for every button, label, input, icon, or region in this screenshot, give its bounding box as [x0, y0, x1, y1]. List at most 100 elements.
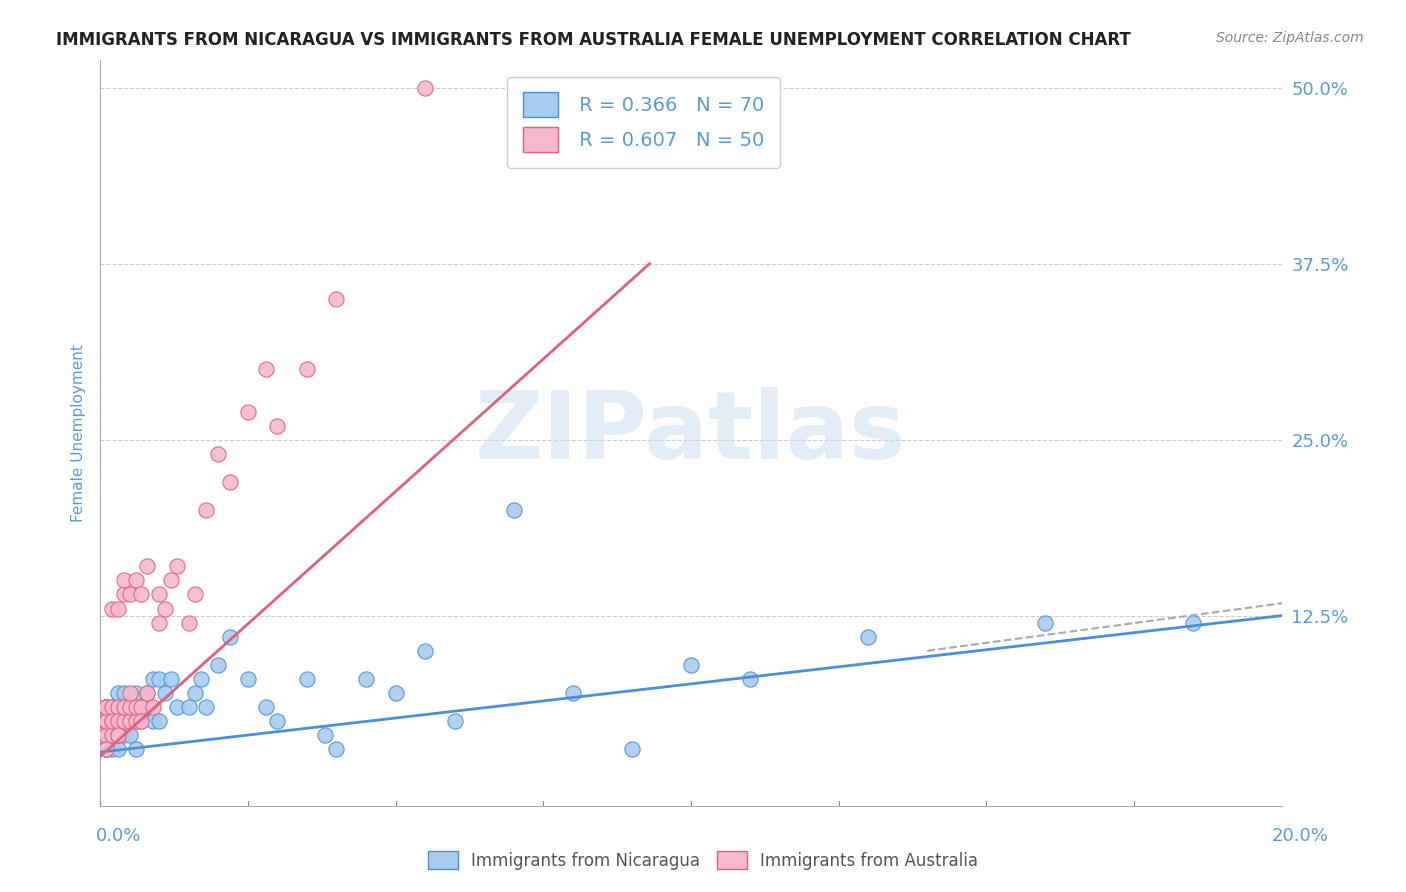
- Point: [101, 742, 124, 756]
- Point: [236, 404, 259, 418]
- Point: [153, 686, 176, 700]
- Point: [94, 742, 117, 756]
- Point: [166, 559, 188, 574]
- Point: [101, 714, 124, 729]
- Point: [89, 728, 111, 742]
- Point: [118, 714, 141, 729]
- Point: [325, 742, 347, 756]
- Point: [266, 418, 288, 433]
- Point: [94, 742, 117, 756]
- Point: [94, 714, 117, 729]
- Point: [183, 587, 205, 601]
- Point: [160, 574, 183, 588]
- Point: [118, 587, 141, 601]
- Point: [295, 672, 318, 686]
- Point: [112, 574, 135, 588]
- Point: [177, 615, 200, 630]
- Point: [413, 644, 436, 658]
- Point: [148, 714, 170, 729]
- Point: [94, 700, 117, 714]
- Text: IMMIGRANTS FROM NICARAGUA VS IMMIGRANTS FROM AUSTRALIA FEMALE UNEMPLOYMENT CORRE: IMMIGRANTS FROM NICARAGUA VS IMMIGRANTS …: [56, 31, 1130, 49]
- Point: [124, 742, 146, 756]
- Point: [112, 700, 135, 714]
- Point: [118, 714, 141, 729]
- Point: [101, 714, 124, 729]
- Point: [295, 362, 318, 376]
- Point: [107, 728, 129, 742]
- Point: [89, 728, 111, 742]
- Point: [207, 447, 229, 461]
- Point: [136, 686, 159, 700]
- Point: [136, 686, 159, 700]
- Point: [142, 672, 165, 686]
- Point: [354, 672, 377, 686]
- Point: [94, 714, 117, 729]
- Point: [148, 587, 170, 601]
- Point: [384, 686, 406, 700]
- Point: [124, 700, 146, 714]
- Point: [148, 615, 170, 630]
- Point: [314, 728, 336, 742]
- Point: [107, 742, 129, 756]
- Point: [118, 700, 141, 714]
- Point: [107, 728, 129, 742]
- Point: [266, 714, 288, 729]
- Text: 0.0%: 0.0%: [96, 827, 141, 845]
- Point: [124, 714, 146, 729]
- Point: [101, 700, 124, 714]
- Point: [124, 700, 146, 714]
- Point: [112, 714, 135, 729]
- Point: [131, 700, 153, 714]
- Point: [107, 714, 129, 729]
- Point: [254, 700, 277, 714]
- Point: [679, 657, 702, 672]
- Point: [107, 700, 129, 714]
- Point: [94, 728, 117, 742]
- Point: [561, 686, 583, 700]
- Point: [236, 672, 259, 686]
- Point: [195, 700, 218, 714]
- Point: [107, 700, 129, 714]
- Point: [177, 700, 200, 714]
- Y-axis label: Female Unemployment: Female Unemployment: [72, 343, 86, 522]
- Point: [131, 587, 153, 601]
- Point: [160, 672, 183, 686]
- Point: [94, 714, 117, 729]
- Point: [207, 657, 229, 672]
- Point: [101, 714, 124, 729]
- Point: [94, 700, 117, 714]
- Point: [620, 742, 643, 756]
- Point: [112, 587, 135, 601]
- Point: [219, 475, 242, 489]
- Point: [124, 574, 146, 588]
- Point: [118, 700, 141, 714]
- Point: [166, 700, 188, 714]
- Point: [101, 601, 124, 615]
- Legend:  R = 0.366   N = 70,  R = 0.607   N = 50: R = 0.366 N = 70, R = 0.607 N = 50: [508, 77, 780, 168]
- Point: [136, 559, 159, 574]
- Point: [94, 742, 117, 756]
- Point: [502, 503, 524, 517]
- Point: [107, 601, 129, 615]
- Point: [1182, 615, 1205, 630]
- Point: [118, 686, 141, 700]
- Point: [101, 714, 124, 729]
- Point: [94, 700, 117, 714]
- Point: [856, 630, 879, 644]
- Point: [101, 728, 124, 742]
- Point: [1035, 615, 1057, 630]
- Point: [107, 686, 129, 700]
- Point: [112, 714, 135, 729]
- Point: [131, 714, 153, 729]
- Point: [142, 714, 165, 729]
- Point: [94, 714, 117, 729]
- Point: [101, 700, 124, 714]
- Point: [131, 700, 153, 714]
- Point: [148, 672, 170, 686]
- Point: [112, 700, 135, 714]
- Point: [94, 728, 117, 742]
- Point: [101, 700, 124, 714]
- Point: [142, 700, 165, 714]
- Point: [112, 686, 135, 700]
- Point: [94, 714, 117, 729]
